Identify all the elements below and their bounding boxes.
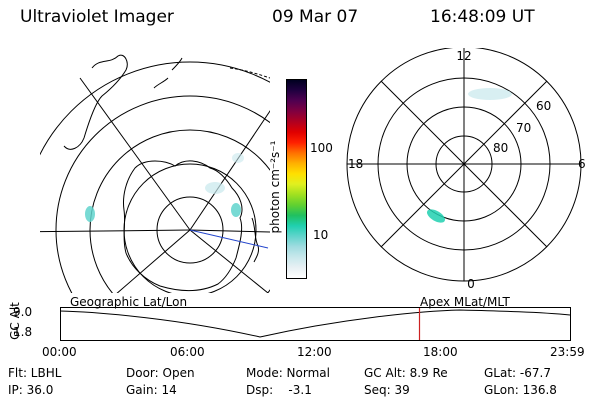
antarctica-coast (123, 160, 243, 292)
colorbar-tick-100: 100 (310, 141, 333, 155)
mlt-label-top: 12 (456, 49, 471, 63)
aurora-emission (85, 206, 95, 222)
altitude-plot-frame (60, 307, 571, 341)
coastline (63, 54, 128, 150)
lon-line (189, 229, 269, 293)
info-glat: GLat: -67.7 (484, 366, 551, 380)
x-tick-2: 12:00 (297, 345, 332, 359)
colorbar (286, 79, 307, 279)
mlt-label-bottom: 0 (467, 277, 475, 291)
lon-line (189, 110, 270, 231)
x-tick-3: 18:00 (423, 345, 458, 359)
altitude-tick-bottom: 1.8 (13, 325, 33, 339)
altitude-curve (60, 309, 571, 338)
mlat-label-60: 60 (536, 99, 551, 113)
lat-circle (40, 61, 270, 156)
aurora-emission (426, 209, 446, 223)
geographic-map (40, 54, 270, 293)
mlat-label-80: 80 (493, 141, 508, 155)
dashed-arc (229, 67, 270, 79)
mlat-label-70: 70 (516, 121, 531, 135)
aurora-emission (468, 88, 512, 100)
aurora-emission (231, 203, 241, 217)
info-door: Door: Open (126, 366, 195, 380)
lat-circle (123, 163, 257, 293)
lon-line (40, 229, 191, 233)
track-line (189, 229, 269, 249)
x-tick-4: 23:59 (550, 345, 585, 359)
lat-circle (55, 95, 270, 293)
altitude-tick-top: 9.0 (13, 305, 33, 319)
app-title: Ultraviolet Imager (20, 7, 174, 27)
date-label: 09 Mar 07 (272, 7, 359, 27)
altitude-plot (60, 307, 571, 341)
mlt-label-left: 18 (348, 157, 363, 171)
lon-line (116, 229, 191, 293)
mlt-label-right: 6 (578, 157, 586, 171)
coastline (153, 57, 183, 89)
aurora-emission (232, 153, 244, 163)
lat-circle (89, 129, 270, 293)
info-filter: Flt: LBHL (8, 366, 62, 380)
lon-line (79, 77, 191, 231)
colorbar-tick-10: 10 (313, 228, 329, 242)
apex-map: 12 0 18 6 60 70 80 (346, 48, 586, 291)
info-dsp: Dsp: -3.1 (246, 383, 312, 397)
info-seq: Seq: 39 (364, 383, 410, 397)
info-mode: Mode: Normal (246, 366, 330, 380)
mlt-line (380, 80, 548, 248)
info-gain: Gain: 14 (126, 383, 177, 397)
x-tick-1: 06:00 (170, 345, 205, 359)
info-ip: IP: 36.0 (8, 383, 54, 397)
geo-map-label: Geographic Lat/Lon (70, 295, 188, 309)
info-gc-alt: GC Alt: 8.9 Re (364, 366, 448, 380)
x-tick-0: 00:00 (42, 345, 77, 359)
info-glon: GLon: 136.8 (484, 383, 557, 397)
colorbar-unit-label: photon cm⁻²s⁻¹ (268, 140, 282, 234)
lon-line (189, 229, 270, 233)
apex-map-label: Apex MLat/MLT (420, 295, 510, 309)
time-label: 16:48:09 UT (430, 7, 535, 27)
aurora-emission (205, 182, 225, 194)
